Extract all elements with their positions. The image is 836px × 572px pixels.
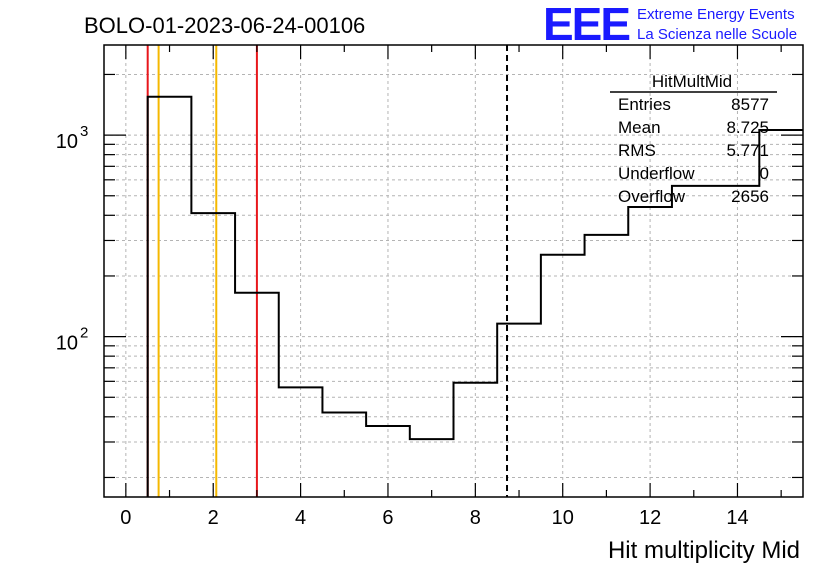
x-tick-label: 2	[208, 507, 219, 529]
chart-title: BOLO-01-2023-06-24-00106	[84, 13, 365, 38]
stats-row-label: RMS	[618, 141, 656, 160]
histogram-bin	[191, 213, 235, 497]
histogram-bin	[148, 97, 192, 497]
x-tick-label: 14	[726, 507, 748, 529]
x-axis-label: Hit multiplicity Mid	[608, 537, 800, 564]
x-tick-label: 8	[470, 507, 481, 529]
stats-title: HitMultMid	[652, 72, 732, 91]
histogram-outline	[146, 95, 803, 497]
histogram-bin	[235, 293, 279, 497]
stats-row-value: 8.725	[726, 118, 769, 137]
x-tick-label: 0	[120, 507, 131, 529]
stats-row-label: Entries	[618, 95, 671, 114]
y-tick-label: 10	[56, 131, 78, 153]
x-tick-label: 6	[382, 507, 393, 529]
histogram-bin	[672, 186, 716, 497]
stats-row-value: 0	[760, 164, 769, 183]
x-tick-label: 12	[639, 507, 661, 529]
stats-row-value: 5.771	[726, 141, 769, 160]
histogram-bin	[279, 387, 323, 497]
y-tick-label: 10	[56, 333, 78, 355]
stats-row-value: 8577	[731, 95, 769, 114]
histogram-bin	[322, 413, 366, 497]
stats-row-label: Overflow	[618, 187, 686, 206]
y-tick-label-exponent: 3	[80, 123, 88, 140]
grid	[104, 45, 803, 497]
plot-frame	[103, 44, 804, 498]
stats-box: HitMultMid Entries 8577 Mean 8.725 RMS 5.771 U…	[610, 72, 777, 206]
x-tick-label: 4	[295, 507, 306, 529]
histogram-bin	[628, 207, 672, 497]
logo-line-2: La Scienza nelle Scuole	[637, 26, 797, 43]
histogram-bin	[454, 383, 498, 497]
logo-line-1: Extreme Energy Events	[637, 6, 795, 23]
histogram-bin	[585, 235, 629, 497]
y-tick-label-exponent: 2	[80, 325, 88, 342]
axis-ticks	[104, 45, 803, 497]
stats-row-value: 2656	[731, 187, 769, 206]
histogram-bin	[497, 324, 541, 497]
eee-logo: EEE Extreme Energy Events La Scienza nel…	[543, 0, 797, 50]
logo-mark: EEE	[543, 0, 629, 50]
histogram-bin	[410, 439, 454, 497]
x-tick-label: 10	[552, 507, 574, 529]
histogram-bin	[716, 186, 760, 497]
stats-row-label: Underflow	[618, 164, 695, 183]
histogram-bin	[541, 255, 585, 497]
stats-row-label: Mean	[618, 118, 661, 137]
histogram-series	[146, 95, 803, 497]
